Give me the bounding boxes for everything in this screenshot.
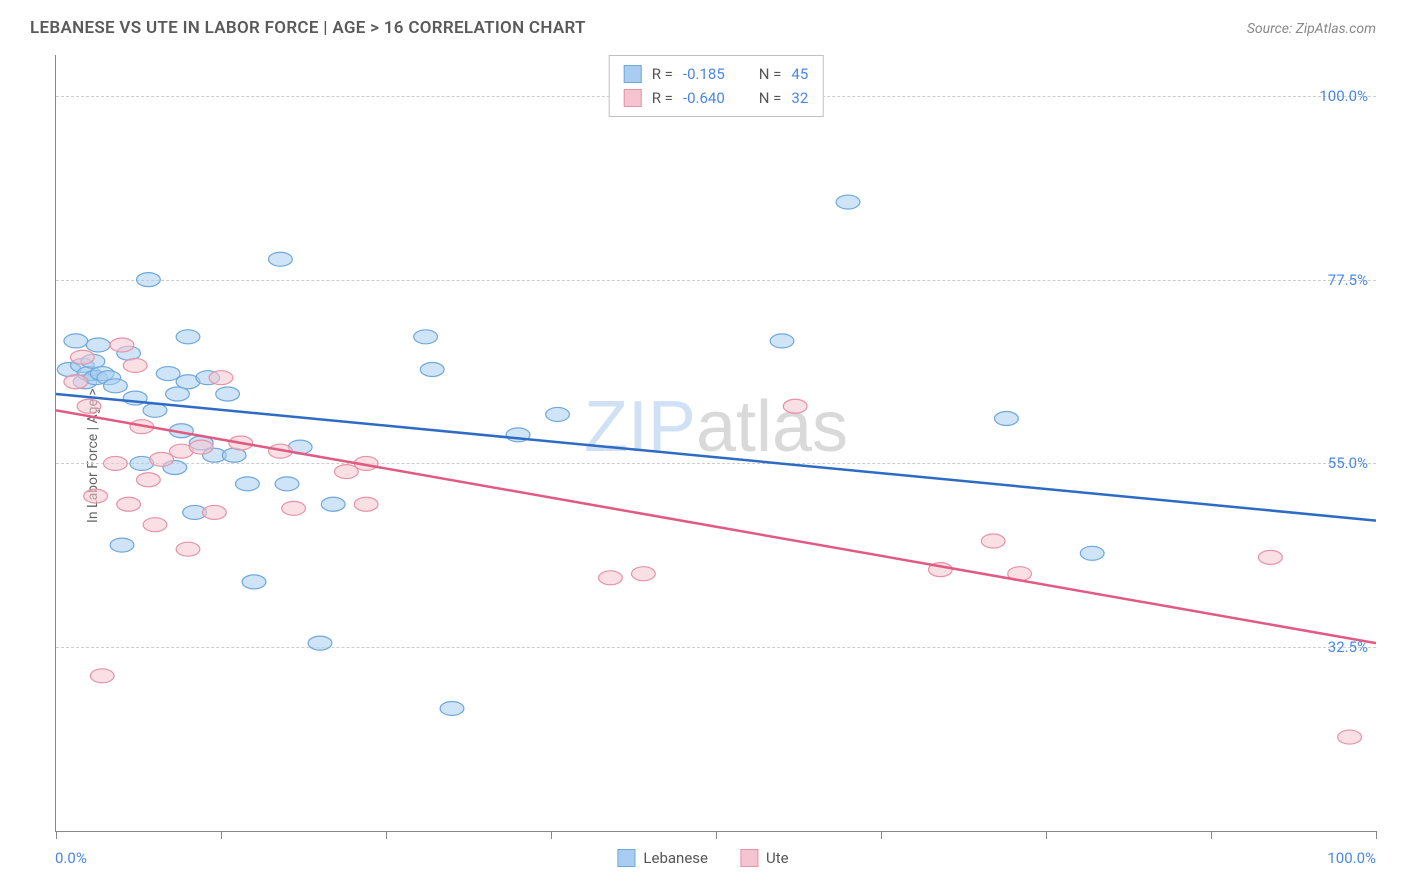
data-point [1080,546,1104,560]
data-point [209,371,233,385]
data-point [1259,550,1283,564]
n-label: N = [759,62,782,86]
data-point [203,505,227,519]
data-point [77,399,101,413]
n-value: 45 [791,62,808,86]
data-point [90,669,114,683]
data-point [599,571,623,585]
data-point [275,477,299,491]
x-axis-min-label: 0.0% [55,849,87,867]
data-point [104,456,128,470]
source-attribution: Source: ZipAtlas.com [1247,21,1376,37]
data-point [71,350,95,364]
data-point [354,497,378,511]
x-tick [386,831,387,839]
legend-item: Ute [740,849,789,867]
trend-line [56,394,1376,521]
n-value: 32 [791,86,808,110]
x-tick [56,831,57,839]
plot-area: ZIPatlas R =-0.185N =45R =-0.640N =32 32… [55,55,1376,832]
data-point [1338,730,1362,744]
data-point [150,452,174,466]
legend-label: Lebanese [643,849,708,867]
x-tick [1211,831,1212,839]
correlation-legend-row: R = -0.640 N = 32 [624,86,809,110]
x-tick [716,831,717,839]
correlation-legend: R = -0.185 N = 45 R = -0.640 N = 32 [609,55,824,117]
data-point [836,195,860,209]
data-point [143,518,167,532]
data-point [981,534,1005,548]
data-point [216,387,240,401]
data-point [123,358,147,372]
data-point [770,334,794,348]
correlation-legend-row: R = -0.185 N = 45 [624,62,809,86]
data-point [632,567,656,581]
data-point [321,497,345,511]
data-point [64,334,88,348]
x-tick [1376,831,1377,839]
data-point [86,338,110,352]
r-value: -0.185 [683,62,725,86]
x-axis-max-label: 100.0% [1327,849,1376,867]
data-point [236,477,260,491]
legend-label: Ute [766,849,789,867]
legend-swatch [624,65,642,83]
trend-line [56,410,1376,643]
data-point [176,330,200,344]
data-point [176,542,200,556]
x-tick [551,831,552,839]
r-label: R = [652,86,673,110]
data-point [156,367,180,381]
plot-container: ZIPatlas R =-0.185N =45R =-0.640N =32 32… [55,55,1376,832]
data-point [546,407,570,421]
legend-swatch [624,89,642,107]
data-point [335,465,359,479]
legend-swatch [617,849,635,867]
data-point [189,440,213,454]
x-tick [1046,831,1047,839]
data-point [995,412,1019,426]
data-point [104,379,128,393]
data-point [110,538,134,552]
data-point [137,273,161,287]
data-point [64,375,88,389]
r-label: R = [652,62,673,86]
data-point [420,363,444,377]
legend-item: Lebanese [617,849,708,867]
data-point [783,399,807,413]
n-label: N = [759,86,782,110]
data-point [117,497,141,511]
data-point [414,330,438,344]
series-legend: Lebanese Ute [617,849,788,867]
chart-svg [56,55,1376,831]
data-point [308,636,332,650]
r-value: -0.640 [683,86,725,110]
data-point [84,489,108,503]
legend-swatch [740,849,758,867]
data-point [242,575,266,589]
data-point [440,701,464,715]
x-tick [221,831,222,839]
data-point [137,473,161,487]
x-tick [881,831,882,839]
data-point [110,338,134,352]
chart-title: LEBANESE VS UTE IN LABOR FORCE | AGE > 1… [30,18,586,38]
data-point [282,501,306,515]
data-point [269,252,293,266]
